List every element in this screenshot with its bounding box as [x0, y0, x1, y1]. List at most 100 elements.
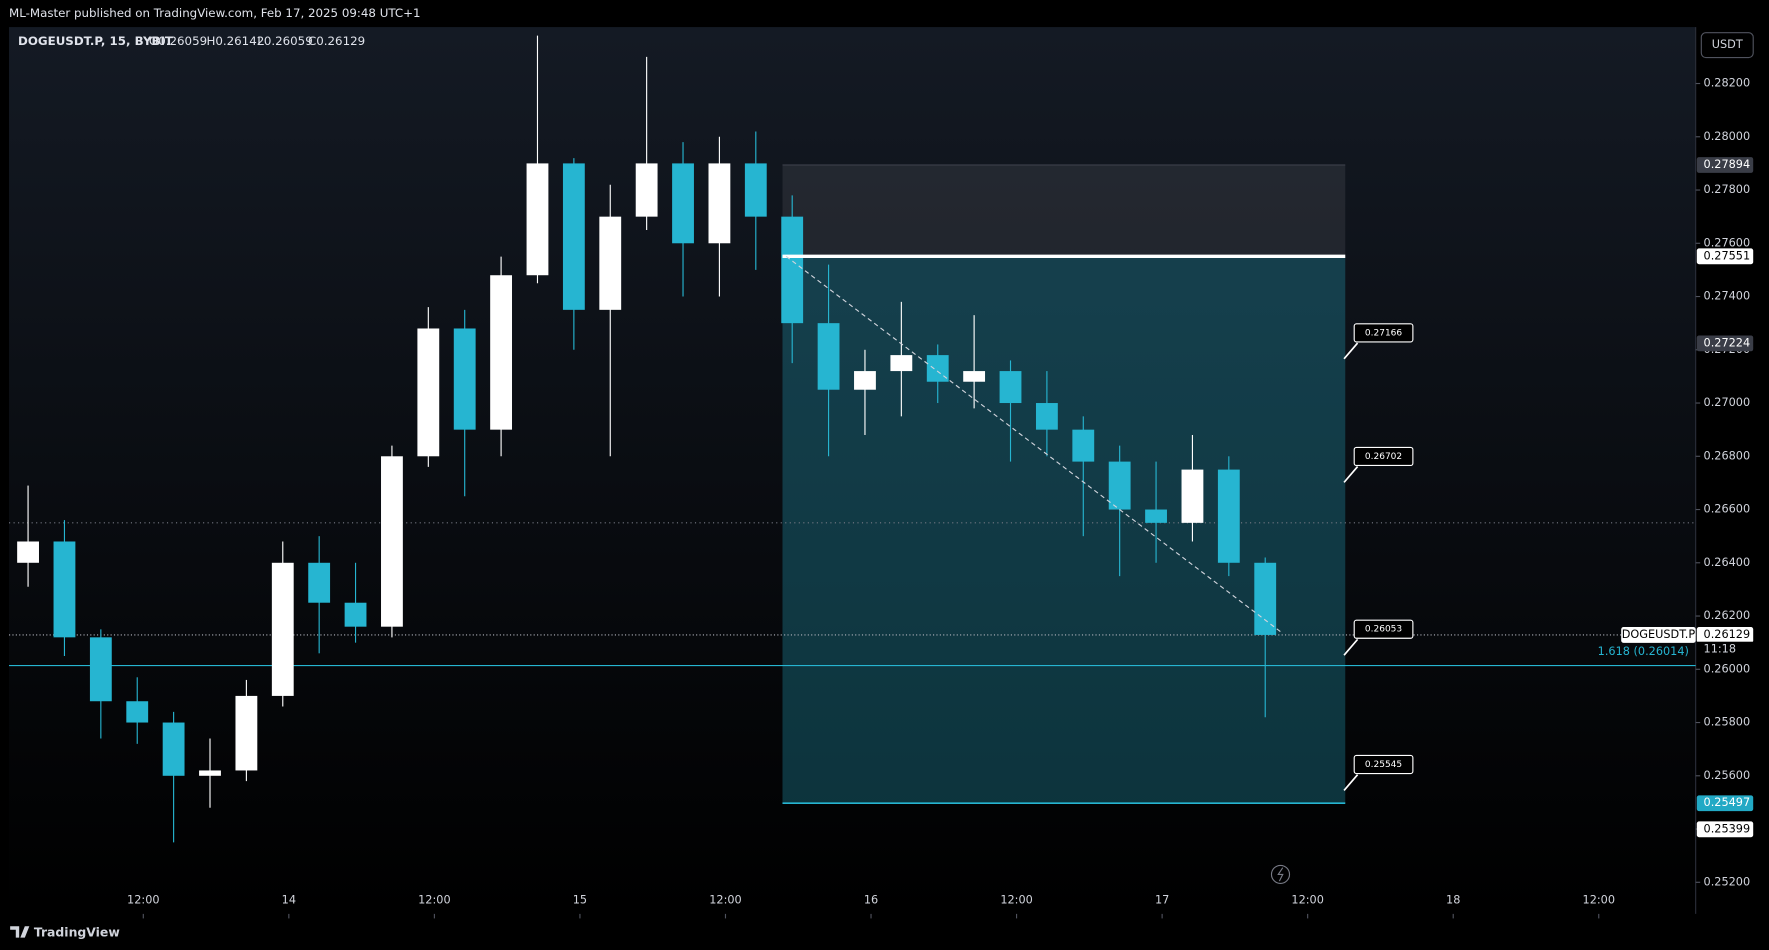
logo-text: TradingView — [34, 925, 120, 940]
lightning-glyph — [1277, 867, 1284, 882]
currency-label[interactable]: USDT — [1712, 38, 1743, 51]
candle-body — [1072, 429, 1095, 462]
y-tick-label: 0.27800 — [1704, 183, 1751, 196]
x-tick-label: 14 — [282, 893, 296, 906]
price-tag — [1696, 795, 1754, 812]
y-tick-label: 0.26400 — [1704, 556, 1751, 569]
price-tag-label: 0.27224 — [1704, 336, 1751, 349]
trendline — [785, 255, 1282, 633]
callout-box — [1353, 619, 1414, 639]
stop-zone — [782, 164, 1346, 257]
y-tick-label: 0.25200 — [1704, 875, 1751, 888]
candle-body — [963, 371, 986, 382]
candle-body — [781, 216, 804, 324]
candle-body — [89, 637, 112, 702]
candle-body — [417, 328, 440, 457]
candle-body — [526, 163, 549, 276]
candle-body — [1181, 469, 1204, 523]
candle-body — [453, 328, 476, 430]
callout-label: 0.26053 — [1365, 625, 1403, 635]
ohlc-low: L0.26059 — [257, 34, 313, 48]
fib-label: 1.618 (0.26014) — [1598, 645, 1689, 658]
candle-body — [854, 371, 876, 390]
callout-label: 0.25545 — [1365, 760, 1402, 770]
countdown-tag — [1696, 641, 1754, 657]
callout-label: 0.27166 — [1365, 328, 1403, 338]
x-tick-label: 15 — [573, 893, 587, 906]
y-tick-label: 0.28000 — [1704, 130, 1751, 143]
candle-body — [1217, 469, 1240, 563]
candle-body — [635, 163, 658, 217]
ohlc-close: C0.26129 — [308, 34, 365, 48]
candle-body — [562, 163, 585, 310]
x-tick-label: 12:00 — [1000, 893, 1032, 906]
callout-box — [1353, 323, 1414, 343]
callout-pointer — [1343, 774, 1359, 791]
callout-box — [1353, 754, 1414, 775]
y-tick-label: 0.26600 — [1704, 503, 1751, 516]
countdown-label: 11:18 — [1704, 643, 1736, 656]
candle-body — [17, 541, 39, 563]
x-tick-label: 16 — [864, 893, 878, 906]
price-tag — [1696, 627, 1754, 643]
y-tick-label: 0.25800 — [1704, 716, 1751, 729]
published-note: ML-Master published on TradingView.com, … — [9, 6, 421, 20]
x-tick-label: 18 — [1446, 893, 1460, 906]
candle-body — [490, 275, 513, 430]
candle-body — [308, 562, 331, 603]
candle-body — [744, 163, 767, 217]
candle-body — [235, 695, 258, 771]
candle-body — [381, 456, 403, 627]
candle-body — [271, 562, 294, 696]
currency-button[interactable] — [1700, 32, 1754, 59]
plot-background — [9, 27, 1696, 914]
y-tick-label: 0.27400 — [1704, 290, 1751, 303]
candle-body — [890, 355, 913, 372]
candle-body — [1254, 562, 1277, 635]
candle-body — [599, 216, 622, 310]
callout-pointer — [1343, 342, 1359, 360]
candle-body — [1145, 509, 1167, 523]
candle-body — [162, 722, 185, 776]
candle-body — [672, 163, 694, 244]
price-tag-label: 0.26129 — [1704, 628, 1751, 641]
chart-layer: 0.252000.254000.256000.258000.260000.262… — [9, 35, 1754, 919]
y-tick-label: 0.26200 — [1704, 609, 1751, 622]
symbol-tag-label: DOGEUSDT.P — [1622, 628, 1696, 641]
y-tick-label: 0.25600 — [1704, 769, 1751, 782]
candle-body — [708, 163, 731, 244]
symbol: DOGEUSDT.P, 15, BYBIT — [18, 34, 173, 48]
price-tag — [1696, 821, 1754, 838]
x-tick-label: 12:00 — [418, 893, 450, 906]
callout-box — [1353, 446, 1414, 467]
x-tick-label: 17 — [1155, 893, 1169, 906]
candle-body — [53, 541, 76, 638]
price-tag — [1696, 335, 1754, 352]
candle-body — [1108, 461, 1131, 510]
price-tag — [1696, 157, 1754, 173]
candle-body — [1035, 403, 1058, 430]
price-tag — [1696, 248, 1754, 265]
y-tick-label: 0.26800 — [1704, 449, 1751, 462]
price-tag-label: 0.25497 — [1704, 796, 1751, 809]
y-tick-label: 0.26000 — [1704, 662, 1751, 675]
candle-body — [344, 602, 367, 627]
ohlc-open: O0.26059 — [149, 34, 207, 48]
ohlc-high: H0.26142 — [206, 34, 264, 48]
x-tick-label: 12:00 — [1583, 893, 1615, 906]
callout-label: 0.26702 — [1365, 452, 1402, 462]
y-tick-label: 0.27600 — [1704, 236, 1751, 249]
candle-body — [926, 355, 949, 382]
candle-body — [999, 371, 1022, 404]
logo-icon — [10, 926, 30, 938]
candle-body — [817, 323, 840, 390]
y-tick-label: 0.28200 — [1704, 77, 1751, 90]
symbol-tag — [1621, 627, 1696, 643]
target-zone — [782, 256, 1346, 804]
candle-body — [199, 770, 221, 776]
price-tag-label: 0.27551 — [1704, 249, 1751, 262]
lightning-icon[interactable] — [1270, 864, 1291, 884]
x-tick-label: 12:00 — [127, 893, 159, 906]
callout-pointer — [1343, 638, 1359, 656]
